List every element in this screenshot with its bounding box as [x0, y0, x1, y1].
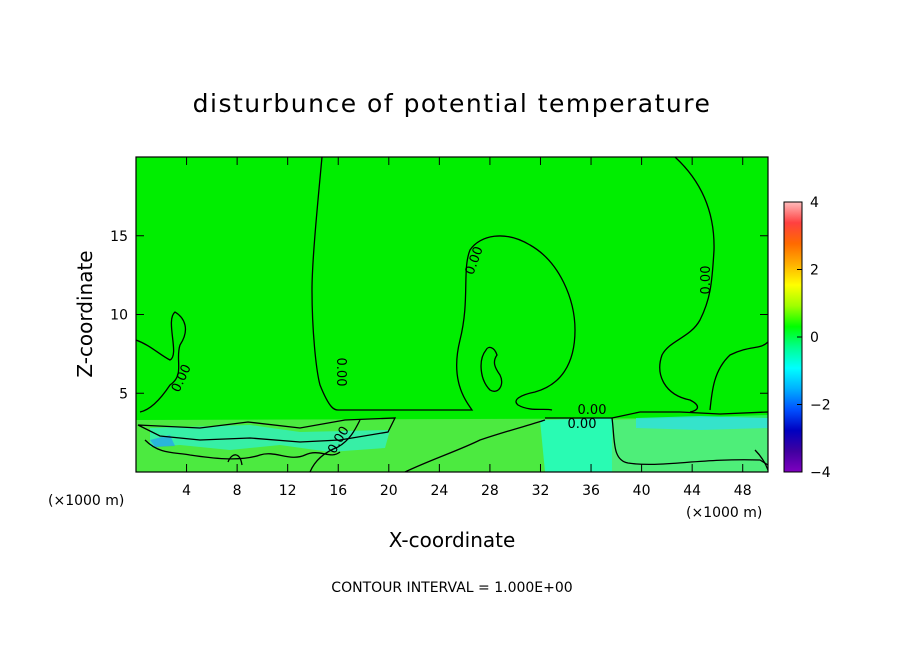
- x-tick-label: 8: [233, 483, 242, 499]
- colorbar-ticks: 4 2 0 −2 −4: [797, 195, 831, 481]
- contour-right-band: [611, 411, 768, 419]
- contour-label: 0.00: [568, 417, 597, 432]
- x-unit-right: (×1000 m): [686, 505, 762, 521]
- cold-spot-blue: [150, 435, 175, 447]
- x-tick-label: 4: [182, 483, 191, 499]
- y-tick-label: 15: [110, 229, 128, 245]
- contour-main: [311, 157, 576, 411]
- chart-title: disturbunce of potential temperature: [193, 89, 712, 118]
- x-tick-label: 24: [430, 483, 448, 499]
- x-tick-label: 16: [329, 483, 347, 499]
- field-features: [136, 157, 768, 472]
- x-tick-label: 28: [481, 483, 499, 499]
- x-tick-label: 44: [683, 483, 701, 499]
- x-unit-left: (×1000 m): [48, 493, 124, 509]
- contour-lines: [136, 157, 768, 472]
- colorbar-tick-label: 2: [810, 263, 819, 279]
- x-tick-label: 20: [380, 483, 398, 499]
- contour-right-edge: [709, 341, 768, 411]
- x-tick-label: 36: [582, 483, 600, 499]
- colorbar-tick-label: 0: [810, 330, 819, 346]
- contour-corner: [754, 449, 768, 471]
- x-axis-title: X-coordinate: [389, 528, 516, 552]
- x-tick-label: 40: [633, 483, 651, 499]
- cold-strip-right: [636, 416, 768, 430]
- colorbar-tick-label: 4: [810, 195, 819, 211]
- contour-bottom-mid: [404, 419, 546, 472]
- x-axis-ticks: 4 8 12 16 20 24 28 32 36 40 44 48: [182, 157, 752, 499]
- contour-right-cloud: [659, 157, 715, 413]
- x-tick-label: 12: [279, 483, 297, 499]
- cold-pool-left: [150, 425, 390, 452]
- y-axis-ticks: 5 10 15: [110, 229, 768, 402]
- colorbar-tick-label: −4: [810, 465, 831, 481]
- y-tick-label: 10: [110, 308, 128, 324]
- cold-pool-right: [612, 415, 768, 472]
- cold-pool-center: [540, 418, 612, 472]
- contour-left: [136, 311, 187, 413]
- x-tick-label: 32: [532, 483, 550, 499]
- contour-inner-loop: [480, 346, 503, 392]
- contour-lower-left-2: [144, 439, 341, 460]
- y-tick-label: 5: [119, 386, 128, 402]
- contour-label: 0.00: [578, 403, 607, 418]
- contour-front: [309, 419, 361, 472]
- contour-bump: [227, 454, 243, 466]
- colorbar-tick-label: −2: [810, 398, 831, 414]
- x-tick-label: 48: [734, 483, 752, 499]
- y-axis-title: Z-coordinate: [73, 250, 97, 377]
- contour-interval-note: CONTOUR INTERVAL = 1.000E+00: [331, 580, 572, 596]
- contour-lower-left: [137, 417, 397, 443]
- contour-label: 0.00: [333, 358, 348, 387]
- contour-bottom-right: [611, 417, 768, 466]
- contour-label: 0.00: [699, 266, 714, 295]
